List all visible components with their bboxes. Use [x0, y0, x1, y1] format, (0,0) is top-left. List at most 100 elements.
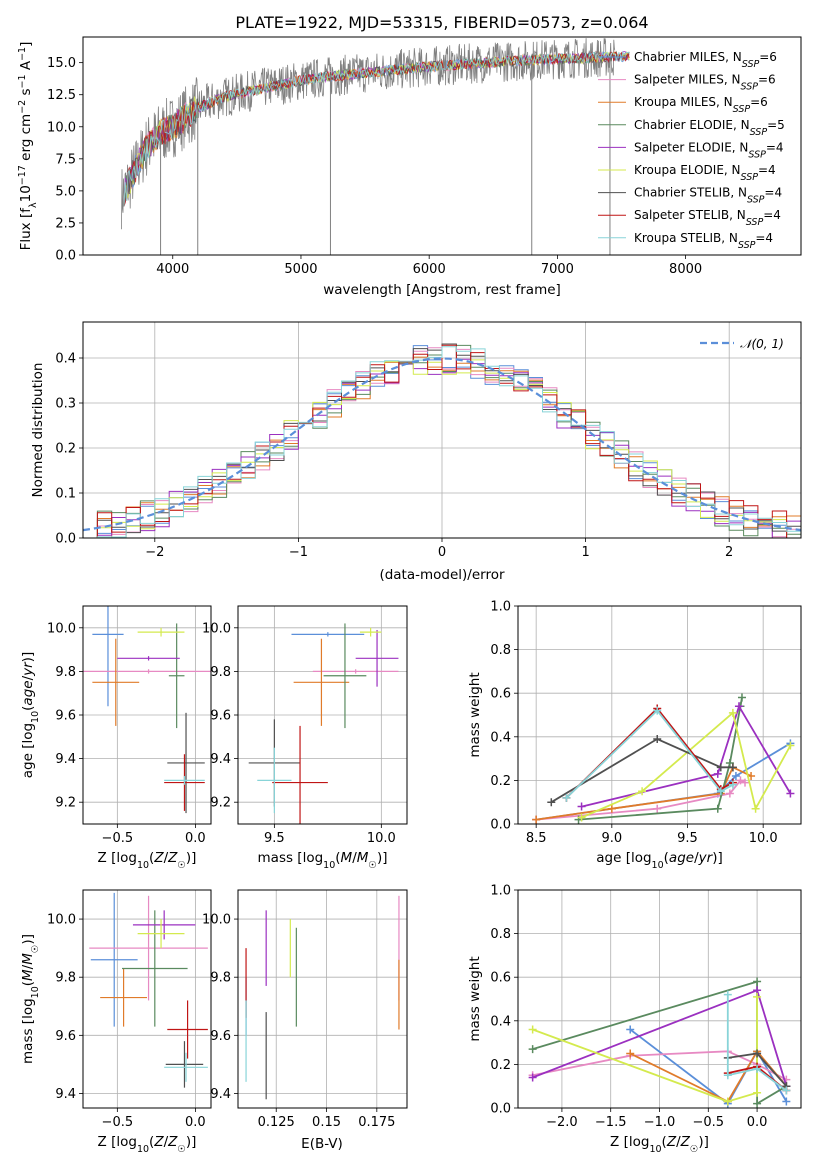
y-axis-label: mass weight [467, 672, 483, 757]
age-vs-z-axes-plot-area [83, 606, 211, 824]
mass-weight-marker [737, 693, 746, 702]
mass-weight-marker [713, 769, 722, 778]
residual-axes-plot-area [83, 322, 801, 538]
mass-weight-marker [528, 1073, 537, 1082]
mass-weight-marker [723, 1071, 732, 1080]
mass-weight-marker [638, 787, 647, 796]
y-tick-label: 9.4 [55, 752, 76, 767]
y-tick-label: 12.5 [47, 88, 76, 103]
mass-weight-marker [528, 1045, 537, 1054]
mass-weight-marker [753, 1064, 762, 1073]
x-tick-label: 1 [581, 545, 589, 560]
mass-weight-marker [532, 815, 541, 824]
x-axis-label: wavelength [Angstrom, rest frame] [323, 282, 561, 298]
y-tick-label: 0.8 [490, 643, 511, 658]
axes-frame [82, 321, 802, 539]
x-tick-label: −1 [289, 545, 308, 560]
x-tick-label: −0.5 [102, 1115, 134, 1130]
mass-vs-ebv-axes: 0.125 0.15 0.175 9.4 9.6 9.8 10.0 E(B-V) [202, 889, 408, 1152]
y-axis-label: mass weight [467, 956, 483, 1041]
y-axis-label: mass [log10(M/M☉)] [20, 934, 41, 1064]
mass-weight-series-line [536, 779, 746, 821]
y-tick-label: 0.8 [490, 927, 511, 942]
y-tick-label: 0.0 [55, 249, 76, 264]
y-tick-label: 9.2 [210, 796, 231, 811]
x-tick-label: 9.0 [601, 831, 622, 846]
y-tick-label: 9.6 [55, 709, 76, 724]
mass-weight-marker [577, 802, 586, 811]
x-tick-label: 10.0 [367, 831, 396, 846]
mass-weight-marker [728, 763, 737, 772]
legend-label: Kroupa MILES, NSSP=6 [634, 95, 768, 115]
weight-vs-z-axes-plot-area [518, 890, 801, 1108]
y-tick-label: 2.5 [55, 216, 76, 231]
mass-weight-marker [782, 1086, 791, 1095]
y-tick-label: 0.1 [55, 487, 76, 502]
x-tick-label: 7000 [541, 262, 574, 277]
x-tick-label: 0.0 [747, 1115, 768, 1130]
x-tick-label: −0.5 [693, 1115, 725, 1130]
mass-vs-z-axes-plot-area [83, 890, 211, 1108]
age-vs-z-axes: −0.5 0.0 9.2 9.4 9.6 9.8 10.0 Z [log10(Z/Z☉)] ag… [20, 605, 212, 871]
axes-frame [82, 889, 212, 1109]
x-axis-label: E(B-V) [301, 1136, 343, 1152]
mass-weight-marker [786, 741, 795, 750]
axes-frame [237, 605, 408, 825]
model-spectrum-line [123, 50, 630, 207]
x-tick-label: 0.175 [358, 1115, 395, 1130]
mass-weight-series-line [550, 737, 733, 803]
mass-weight-marker [736, 776, 745, 785]
mass-weight-marker [723, 1097, 732, 1106]
legend-label: Chabrier STELIB, NSSP=4 [634, 186, 782, 206]
mass-vs-z-axes: −0.5 0.0 9.4 9.6 9.8 10.0 Z [log10(Z/Z☉)] mass … [20, 889, 212, 1155]
model-spectrum-line [123, 51, 630, 207]
y-tick-label: 10.0 [47, 120, 76, 135]
y-tick-label: 0.4 [490, 730, 511, 745]
mass-weight-marker [528, 1025, 537, 1034]
x-tick-label: 0.0 [185, 831, 206, 846]
x-tick-label: 6000 [413, 262, 446, 277]
y-tick-label: 9.6 [210, 709, 231, 724]
x-axis-label: Z [log10(Z/Z☉)] [610, 1134, 709, 1155]
y-tick-label: 9.6 [55, 1029, 76, 1044]
y-tick-label: 0.6 [490, 971, 511, 986]
observed-spectrum-line [121, 38, 616, 230]
legend: Chabrier MILES, NSSP=6 Salpeter MILES, NS… [598, 50, 785, 250]
y-tick-label: 0.0 [490, 818, 511, 833]
y-axis-label: Normed distribution [30, 363, 46, 498]
mass-weight-marker [653, 706, 662, 715]
mass-weight-marker [741, 778, 750, 787]
mass-weight-marker [716, 787, 725, 796]
mass-weight-marker [653, 734, 662, 743]
mass-weight-series-line [581, 704, 792, 808]
mass-weight-marker [607, 804, 616, 813]
mass-weight-marker [753, 1088, 762, 1097]
x-tick-label: 2 [725, 545, 733, 560]
y-axis-label: age [log10(age/yr)] [20, 652, 41, 778]
legend-label: Salpeter ELODIE, NSSP=4 [634, 140, 784, 160]
legend-label: Salpeter MILES, NSSP=6 [634, 73, 776, 93]
mass-weight-marker [753, 1049, 762, 1058]
x-tick-label: 4000 [156, 262, 189, 277]
axes-frame [237, 889, 408, 1109]
y-tick-label: 1.0 [490, 884, 511, 899]
residual-axes: −2 −1 0 1 2 0.0 0.1 0.2 0.3 0.4 (data-model)/error… [30, 321, 802, 583]
legend-label: Chabrier ELODIE, NSSP=5 [634, 118, 785, 138]
weight-vs-z-axes: −2.0 −1.5 −1.0 −0.5 0.0 0.0 0.2 0.4 0.6 0.8 1.0 Z [… [467, 884, 802, 1155]
mass-weight-marker [653, 804, 662, 813]
x-tick-label: 8000 [669, 262, 702, 277]
y-tick-label: 0.2 [55, 442, 76, 457]
axes-frame [517, 889, 802, 1109]
mass-weight-marker [562, 793, 571, 802]
legend-label: Chabrier MILES, NSSP=6 [634, 50, 777, 70]
x-axis-label: age [log10(age/yr)] [596, 850, 722, 871]
y-tick-label: 9.4 [210, 752, 231, 767]
y-tick-label: 7.5 [55, 152, 76, 167]
x-tick-label: 8.5 [526, 831, 547, 846]
y-tick-label: 0.0 [490, 1102, 511, 1117]
axes-frame [82, 36, 802, 256]
mass-weight-marker [728, 780, 737, 789]
y-tick-label: 10.0 [47, 621, 76, 636]
age-vs-mass-axes: 9.5 10.0 9.2 9.4 9.6 9.8 10.0 mass [log10(M/M☉)… [202, 605, 408, 871]
